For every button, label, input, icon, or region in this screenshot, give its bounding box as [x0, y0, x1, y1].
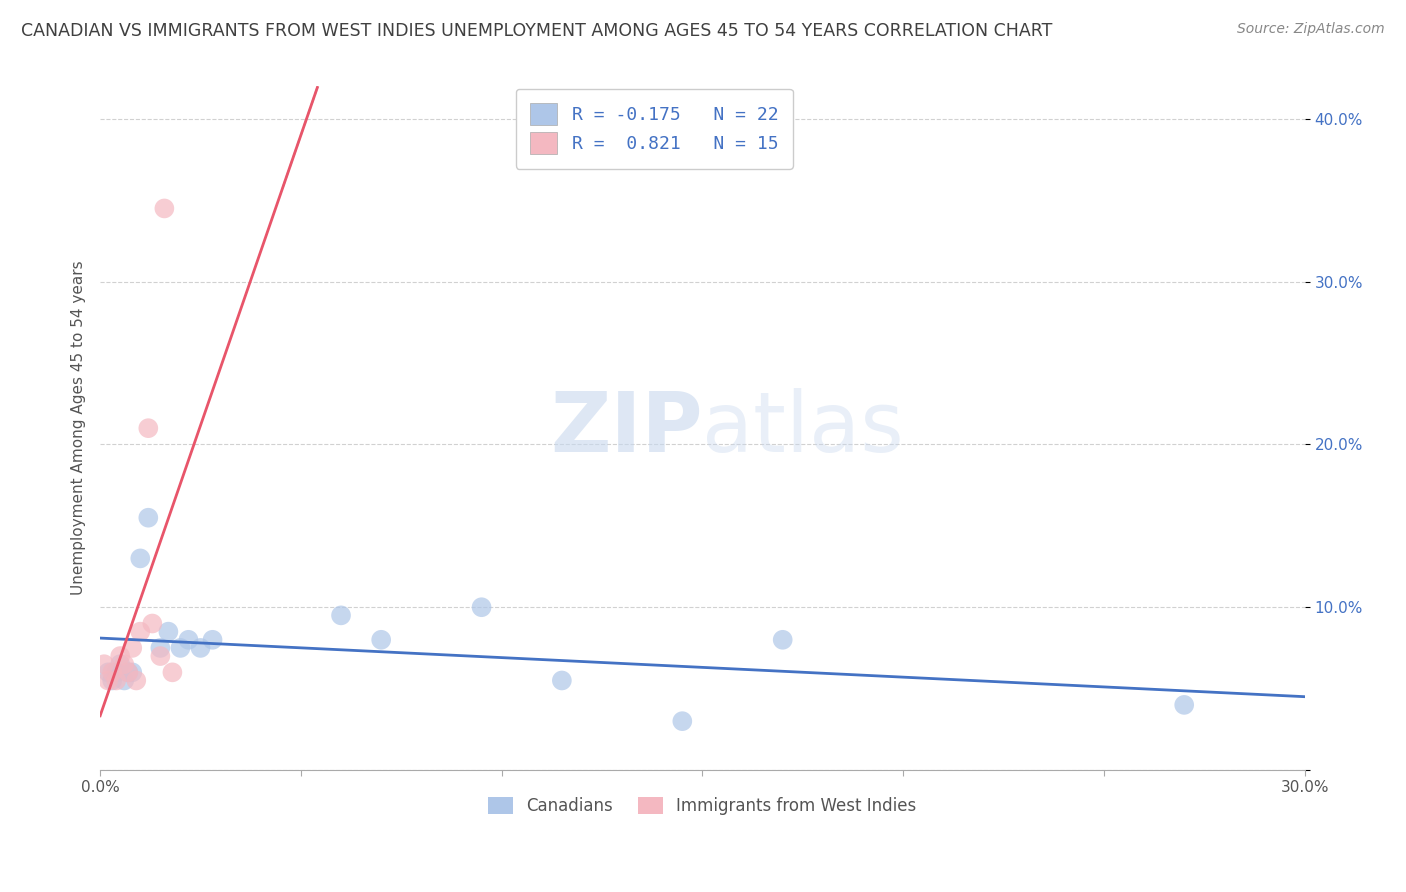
Point — [136, 510, 159, 524]
Point — [370, 632, 392, 647]
Point — [169, 640, 191, 655]
Point — [93, 657, 115, 672]
Point — [101, 673, 124, 688]
Point — [177, 632, 200, 647]
Point — [97, 665, 120, 680]
Point — [117, 665, 139, 680]
Point — [772, 632, 794, 647]
Point — [121, 640, 143, 655]
Text: CANADIAN VS IMMIGRANTS FROM WEST INDIES UNEMPLOYMENT AMONG AGES 45 TO 54 YEARS C: CANADIAN VS IMMIGRANTS FROM WEST INDIES … — [21, 22, 1053, 40]
Point — [117, 665, 139, 680]
Point — [121, 665, 143, 680]
Point — [330, 608, 353, 623]
Text: Source: ZipAtlas.com: Source: ZipAtlas.com — [1237, 22, 1385, 37]
Legend: Canadians, Immigrants from West Indies: Canadians, Immigrants from West Indies — [479, 789, 925, 823]
Point — [105, 673, 128, 688]
Point — [97, 673, 120, 688]
Point — [201, 632, 224, 647]
Point — [129, 551, 152, 566]
Point — [108, 648, 131, 663]
Point — [136, 421, 159, 435]
Point — [671, 714, 693, 728]
Point — [108, 657, 131, 672]
Point — [162, 665, 184, 680]
Point — [112, 657, 135, 672]
Point — [153, 202, 176, 216]
Point — [125, 673, 148, 688]
Point — [141, 616, 163, 631]
Y-axis label: Unemployment Among Ages 45 to 54 years: Unemployment Among Ages 45 to 54 years — [72, 260, 86, 596]
Point — [190, 640, 212, 655]
Point — [129, 624, 152, 639]
Text: atlas: atlas — [703, 388, 904, 468]
Point — [105, 665, 128, 680]
Point — [1173, 698, 1195, 712]
Text: ZIP: ZIP — [550, 388, 703, 468]
Point — [157, 624, 180, 639]
Point — [551, 673, 574, 688]
Point — [471, 600, 494, 615]
Point — [149, 640, 172, 655]
Point — [149, 648, 172, 663]
Point — [101, 665, 124, 680]
Point — [112, 673, 135, 688]
